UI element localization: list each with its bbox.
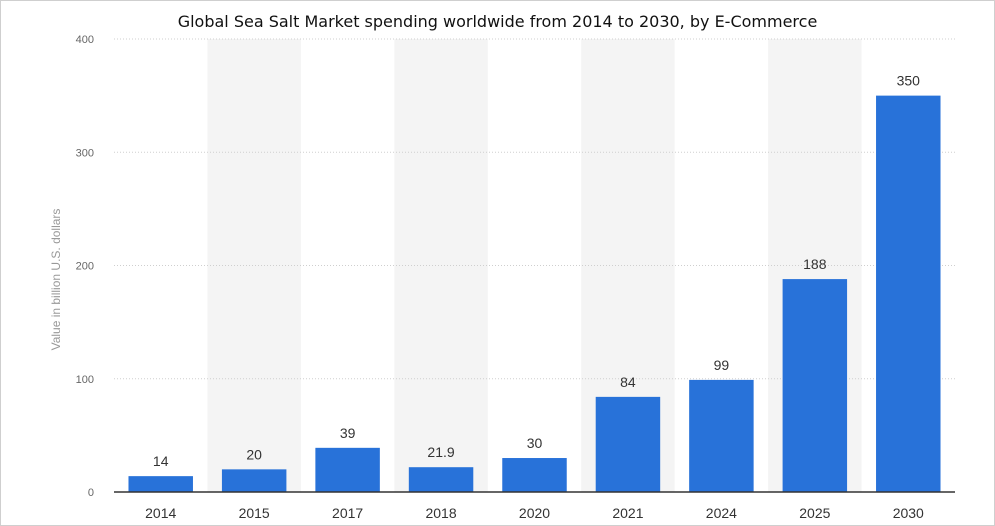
y-tick-label: 0	[88, 487, 94, 499]
bar	[782, 279, 848, 492]
bar-value-label: 30	[527, 435, 543, 451]
y-tick-label: 300	[76, 147, 94, 159]
x-tick-label: 2015	[239, 505, 270, 521]
x-tick-label: 2025	[799, 505, 830, 521]
x-tick-label: 2030	[893, 505, 924, 521]
bar-value-label: 14	[153, 453, 169, 469]
y-tick-label: 200	[76, 261, 94, 273]
bar	[502, 458, 567, 492]
x-tick-label: 2021	[612, 505, 643, 521]
bar-value-label: 20	[246, 446, 262, 462]
bar	[128, 476, 193, 492]
gridlines	[114, 38, 955, 380]
x-tick-label: 2017	[332, 505, 363, 521]
bars	[128, 95, 941, 492]
bar	[876, 95, 941, 492]
bar-value-label: 350	[897, 73, 921, 89]
bar-value-label: 84	[620, 374, 636, 390]
y-tick-label: 100	[76, 374, 94, 386]
bar	[689, 379, 754, 492]
bar	[221, 469, 287, 492]
bar-value-label: 21.9	[427, 444, 454, 460]
x-tick-label: 2024	[706, 505, 737, 521]
x-tick-label: 2018	[425, 505, 456, 521]
y-axis-ticks: 0 100 200 300 400	[76, 34, 94, 499]
bar	[595, 396, 661, 492]
column-band	[207, 39, 301, 492]
bar	[408, 467, 474, 492]
bar-value-label: 99	[714, 357, 730, 373]
data-labels: 14 20 39 21.9 30 84 99 188 350	[153, 73, 920, 470]
x-tick-label: 2020	[519, 505, 550, 521]
bar-value-label: 39	[340, 425, 356, 441]
y-axis-title: Value in billion U.S. dollars	[49, 209, 63, 351]
x-tick-label: 2014	[145, 505, 176, 521]
chart-title: Global Sea Salt Market spending worldwid…	[177, 12, 818, 31]
y-tick-label: 400	[76, 34, 94, 46]
bar-value-label: 188	[803, 256, 827, 272]
bar	[315, 447, 380, 492]
x-axis-labels: 2014 2015 2017 2018 2020 2021 2024 2025 2030	[145, 505, 924, 521]
